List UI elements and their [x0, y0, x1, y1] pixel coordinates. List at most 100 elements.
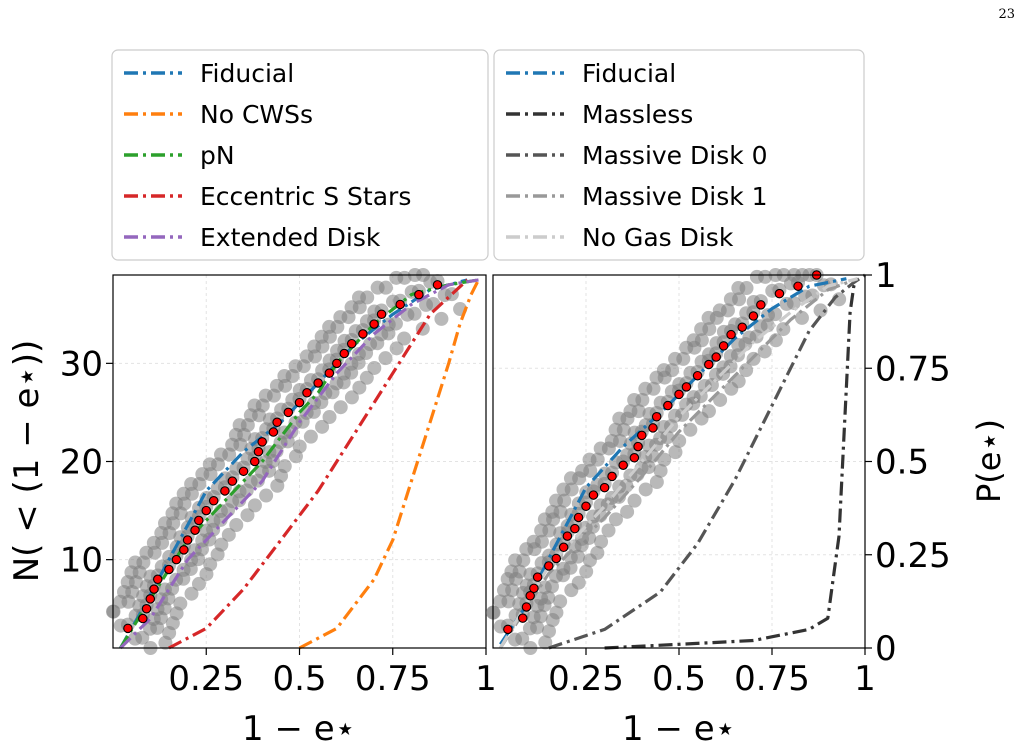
- legend-right-label-no-gas-disk: No Gas Disk: [582, 223, 734, 252]
- left-observed-point: [294, 397, 305, 408]
- left-band-dot: [344, 390, 359, 405]
- left-xtick-label: 1: [475, 659, 497, 699]
- right-band-dot: [731, 374, 746, 389]
- right-band-dot: [786, 295, 801, 310]
- left-observed-point: [332, 358, 342, 369]
- right-observed-point: [599, 482, 610, 493]
- right-observed-point: [532, 572, 543, 582]
- left-band-dot: [229, 518, 244, 533]
- left-xtick-label: 0.5: [272, 659, 326, 699]
- right-observed-point: [711, 352, 721, 362]
- right-band-dot: [794, 310, 809, 325]
- right-band-dot: [557, 493, 572, 508]
- left-observed-point: [268, 427, 279, 437]
- right-observed-point: [518, 613, 528, 623]
- legend-left: Fiducial No CWSs pN Eccentric S Stars Extend…: [111, 49, 489, 261]
- left-observed-point: [249, 456, 260, 467]
- right-observed-point: [573, 512, 584, 523]
- left-band-dot: [352, 380, 367, 395]
- left-scatter-band: [106, 268, 468, 655]
- right-band-dot: [668, 445, 683, 460]
- left-observed-point: [253, 446, 264, 457]
- left-band-dot: [378, 351, 393, 366]
- right-observed-point: [704, 359, 714, 370]
- right-observed-point: [726, 329, 736, 340]
- left-ytick-label: 10: [60, 541, 103, 581]
- right-band-dot: [590, 545, 605, 560]
- left-band-dot: [388, 316, 403, 331]
- left-observed-point: [220, 486, 230, 496]
- right-xlabel: 1 − e⋆: [622, 709, 736, 748]
- left-band-dot: [407, 306, 422, 321]
- right-band-dot: [676, 351, 691, 366]
- right-observed-point: [637, 430, 647, 441]
- right-observed-point: [607, 471, 617, 482]
- left-band-dot: [333, 400, 348, 415]
- left-observed-point: [179, 545, 189, 555]
- left-band-dot: [240, 508, 255, 523]
- right-band-dot: [739, 281, 754, 296]
- left-band-dot: [389, 341, 404, 356]
- left-band-dot: [184, 586, 199, 601]
- right-observed-point: [692, 370, 703, 381]
- left-series-no-cwss: [298, 279, 480, 650]
- right-xtick-label: 0.75: [734, 659, 810, 699]
- right-band-dot: [515, 631, 530, 646]
- right-panel: 0.25 0.5 0.75 100.250.50.751 1 − e⋆ P(e⋆): [486, 256, 1008, 748]
- right-ytick-label: 0: [875, 629, 897, 669]
- right-series-massless: [604, 277, 860, 650]
- right-observed-point: [618, 460, 628, 470]
- right-band-dot: [638, 482, 653, 497]
- left-ylabel: N( < (1 − e⋆)): [7, 340, 47, 583]
- right-band-dot: [701, 404, 716, 419]
- left-panel: 0.25 0.5 0.75 1 10 20 30 1 − e⋆ N( < (1 − e⋆)): [7, 268, 497, 748]
- left-band-dot: [191, 576, 206, 591]
- right-series-no-gas-disk: [499, 277, 858, 649]
- right-band-dot: [516, 553, 531, 568]
- right-observed-point: [529, 583, 539, 594]
- left-band-dot: [322, 410, 337, 425]
- right-band-dot: [541, 624, 556, 639]
- left-observed-point: [302, 388, 312, 398]
- left-series-eccentric-s-stars: [168, 278, 469, 650]
- right-observed-point: [681, 382, 692, 392]
- right-observed-point: [663, 400, 673, 411]
- left-band-dot: [315, 419, 330, 434]
- left-series-extended-disk: [119, 278, 479, 650]
- right-ytick-label: 0.75: [875, 349, 951, 389]
- left-observed-point: [313, 378, 323, 388]
- right-band-dot: [583, 463, 598, 478]
- right-band-dot: [538, 635, 553, 650]
- right-observed-point: [570, 523, 580, 534]
- left-observed-point: [149, 584, 159, 594]
- left-ytick-label: 20: [60, 443, 103, 483]
- right-band-dot: [720, 303, 735, 318]
- left-band-dot: [247, 498, 262, 513]
- right-observed-point: [633, 441, 643, 452]
- right-band-dot: [512, 564, 527, 579]
- right-observed-point: [525, 591, 535, 601]
- left-observed-point: [376, 309, 387, 320]
- right-band-dot: [594, 534, 609, 549]
- left-band-dot: [203, 557, 218, 572]
- right-observed-point: [793, 281, 803, 291]
- left-observed-point: [141, 603, 152, 614]
- left-observed-point: [201, 505, 212, 516]
- legend-left-label-pn: pN: [200, 141, 235, 170]
- right-band-dot: [665, 363, 680, 378]
- left-band-dot: [303, 429, 318, 444]
- right-band-dot: [534, 534, 549, 549]
- page-number: 23: [998, 7, 1015, 22]
- left-observed-point: [123, 623, 133, 634]
- right-ylabel: P(e⋆): [970, 419, 1008, 503]
- right-band-dot: [635, 392, 650, 407]
- left-ytick-label: 30: [60, 344, 103, 384]
- right-xtick-label: 0.5: [652, 659, 706, 699]
- right-band-dot: [542, 523, 557, 538]
- left-observed-point: [346, 338, 357, 349]
- right-observed-point: [503, 624, 513, 635]
- left-band-dot: [292, 439, 307, 454]
- right-band-dot: [657, 452, 672, 467]
- left-band-dot: [214, 537, 229, 552]
- right-band-dot: [553, 504, 568, 519]
